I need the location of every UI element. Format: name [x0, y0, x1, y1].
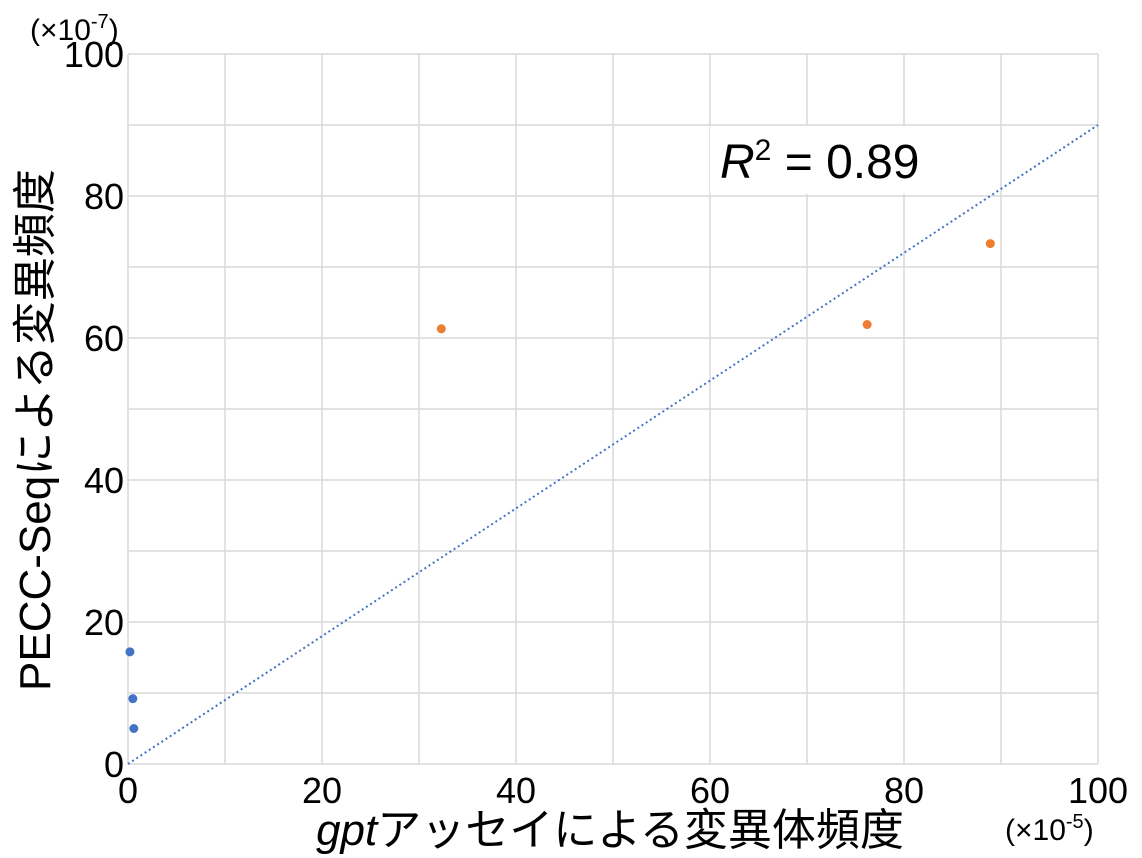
- y-tick-label: 80: [84, 176, 124, 217]
- x-tick-labels: 0 20 40 60 80 100: [118, 770, 1128, 811]
- x-axis-title: gptアッセイによる変異体頻度: [316, 806, 904, 855]
- y-tick-label: 20: [84, 602, 124, 643]
- x-tick-label: 0: [118, 770, 138, 811]
- data-point: [129, 724, 139, 733]
- y-tick-label: 60: [84, 318, 124, 359]
- y-axis-unit: (×10-7): [30, 11, 119, 47]
- data-point: [128, 694, 138, 704]
- data-point: [125, 647, 135, 657]
- x-axis-unit: (×10-5): [1005, 811, 1094, 847]
- x-tick-label: 100: [1068, 770, 1128, 811]
- r-squared-annotation: R2 = 0.89: [720, 134, 919, 189]
- x-tick-label: 40: [496, 770, 536, 811]
- data-point: [985, 239, 995, 249]
- trendline: [127, 124, 1099, 765]
- data-point: [436, 324, 446, 334]
- trendline-group: [127, 124, 1099, 765]
- data-point: [862, 320, 872, 330]
- y-tick-labels: 0 20 40 60 80 100: [64, 34, 124, 785]
- x-tick-label: 80: [884, 770, 924, 811]
- data-points: [125, 239, 995, 733]
- y-tick-label: 40: [84, 460, 124, 501]
- y-axis-title: PECC-Seqによる変異頻度: [11, 169, 60, 691]
- y-tick-label: 0: [104, 744, 124, 785]
- annotation-background: [710, 126, 942, 194]
- grid-lines: [127, 53, 1099, 765]
- x-tick-label: 20: [302, 770, 342, 811]
- y-tick-label: 100: [64, 34, 124, 75]
- x-tick-label: 60: [690, 770, 730, 811]
